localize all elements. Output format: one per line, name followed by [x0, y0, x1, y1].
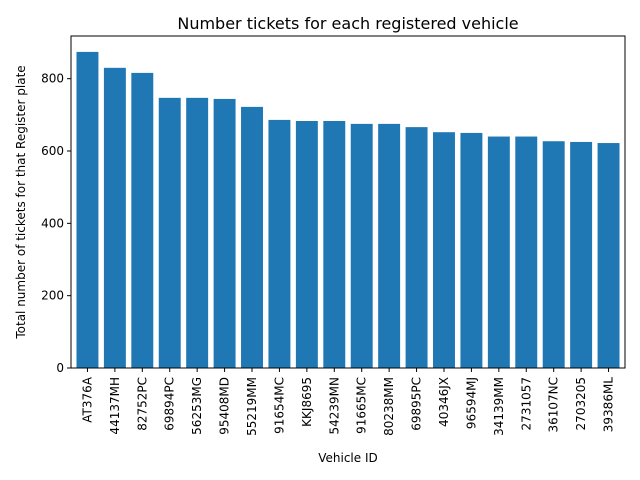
- x-tick-label: 69895PC: [410, 377, 424, 431]
- x-axis: AT376A 44137MH 82752PC 69894PC 56253MG 95408M…: [80, 368, 616, 436]
- x-tick-label: AT376A: [80, 376, 94, 423]
- y-tick-label: 600: [41, 144, 64, 158]
- bar: [515, 136, 538, 368]
- x-tick-label: 56253MG: [190, 377, 204, 435]
- x-tick-label: 80238MM: [382, 377, 396, 436]
- bar: [268, 119, 291, 368]
- bar: [186, 97, 209, 368]
- y-tick-label: 400: [41, 216, 64, 230]
- x-tick-label: 91665MC: [355, 377, 369, 434]
- y-tick-label: 200: [41, 289, 64, 303]
- x-tick-label: 34139MM: [492, 377, 506, 436]
- bar: [131, 72, 154, 368]
- x-axis-label: Vehicle ID: [318, 451, 378, 465]
- x-tick-label: 39386ML: [602, 377, 616, 433]
- x-tick-label: 40346JX: [437, 377, 451, 427]
- x-tick-label: 54239MN: [327, 377, 341, 435]
- x-tick-label: 55219MM: [245, 377, 259, 436]
- chart-title: Number tickets for each registered vehic…: [177, 14, 518, 33]
- bars-group: [76, 51, 620, 369]
- bar: [213, 98, 236, 369]
- bar: [570, 141, 593, 368]
- y-axis: 0 200 400 600 800: [41, 72, 71, 375]
- y-axis-label: Total number of tickets for that Registe…: [14, 65, 28, 339]
- plot-frame: [70, 35, 626, 369]
- bar: [158, 97, 181, 368]
- bar: [405, 127, 428, 368]
- bar: [460, 132, 483, 368]
- bar: [433, 132, 455, 368]
- x-tick-label: 95408MD: [218, 377, 232, 435]
- x-tick-label: 44137MH: [108, 377, 122, 435]
- bar: [103, 67, 126, 368]
- bar: [378, 123, 401, 368]
- bar: [542, 141, 565, 368]
- x-tick-label: 82752PC: [135, 377, 149, 431]
- bar: [350, 123, 373, 368]
- y-tick-label: 0: [56, 361, 64, 375]
- bar: [295, 120, 318, 368]
- x-tick-label: 69894PC: [163, 377, 177, 431]
- x-tick-label: 2731057: [519, 377, 533, 430]
- x-tick-label: 96594MJ: [464, 377, 478, 429]
- x-tick-label: 2703205: [574, 377, 588, 430]
- bar: [323, 120, 346, 368]
- x-tick-label: 91654MC: [272, 377, 286, 434]
- x-tick-label: 36107NC: [547, 377, 561, 433]
- bar: [76, 51, 99, 369]
- x-tick-label: KKJ8695: [300, 377, 314, 427]
- bar: [241, 106, 263, 369]
- y-tick-label: 800: [41, 72, 64, 86]
- bar: [487, 136, 510, 368]
- bar: [597, 143, 620, 368]
